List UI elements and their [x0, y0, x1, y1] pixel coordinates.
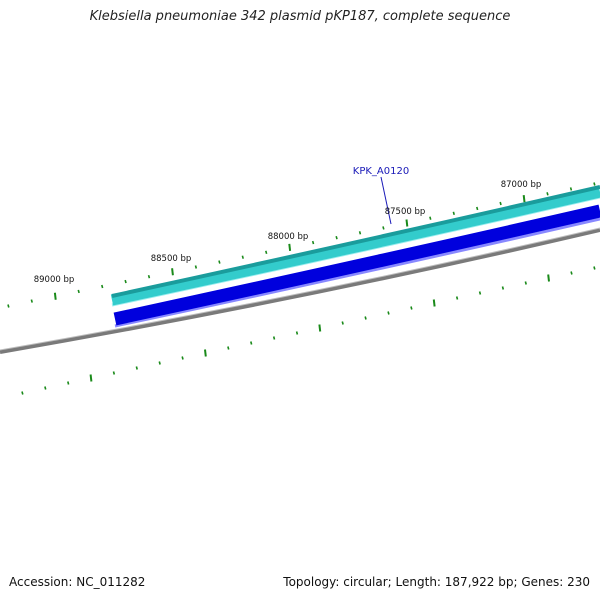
- inner-tick: [89, 374, 93, 382]
- inner-tick: [570, 271, 573, 275]
- accession-text: Accession: NC_011282: [9, 575, 146, 589]
- inner-tick: [547, 274, 550, 282]
- outer-tick: [311, 240, 315, 245]
- inner-tick: [593, 266, 596, 270]
- inner-tick: [410, 306, 413, 310]
- inner-tick: [135, 366, 138, 370]
- inner-tick: [44, 386, 47, 390]
- outer-tick: [101, 284, 104, 289]
- scale-label-88000: 88000 bp: [268, 232, 309, 242]
- scale-label-88500: 88500 bp: [151, 254, 192, 264]
- inner-tick: [478, 291, 482, 295]
- map-title: Klebsiella pneumoniae 342 plasmid pKP187…: [89, 9, 511, 24]
- inner-tick: [204, 349, 207, 357]
- outer-tick: [218, 260, 221, 264]
- summary-text: Topology: circular; Length: 187,922 bp; …: [283, 575, 590, 589]
- inner-tick: [501, 286, 505, 290]
- outer-tick: [171, 268, 174, 276]
- outer-tick: [358, 231, 362, 235]
- inner-tick: [364, 316, 367, 320]
- tick-marks: [7, 182, 596, 395]
- inner-tick: [250, 341, 253, 345]
- gene-label[interactable]: KPK_A0120: [353, 166, 409, 177]
- inner-tick: [432, 299, 436, 307]
- inner-tick: [318, 324, 322, 332]
- outer-tick: [77, 289, 80, 294]
- outer-tick: [147, 274, 151, 279]
- outer-tick: [7, 304, 10, 308]
- inner-tick: [67, 381, 70, 385]
- scale-label-87500: 87500 bp: [385, 207, 426, 217]
- outer-tick: [30, 299, 33, 303]
- backbone-arc-highlight: [0, 227, 600, 351]
- outer-tick: [382, 226, 385, 230]
- reverse-gene[interactable]: [113, 204, 600, 326]
- outer-tick: [288, 243, 292, 252]
- outer-tick: [546, 192, 549, 196]
- outer-tick: [499, 201, 502, 206]
- inner-tick: [158, 361, 161, 365]
- inner-tick: [21, 391, 24, 395]
- backbone-arc: [0, 228, 600, 354]
- inner-tick: [112, 371, 116, 375]
- outer-tick: [124, 279, 127, 284]
- outer-tick: [265, 250, 268, 255]
- outer-tick: [476, 206, 479, 211]
- outer-tick: [452, 211, 455, 216]
- outer-tick: [593, 182, 596, 186]
- outer-tick: [53, 292, 57, 300]
- gene-label-leader: [380, 176, 392, 225]
- outer-tick: [241, 255, 244, 259]
- scale-label-87000: 87000 bp: [501, 180, 542, 190]
- outer-tick: [194, 265, 198, 269]
- forward-gene-edge: [111, 185, 600, 298]
- scale-label-89000: 89000 bp: [34, 275, 75, 285]
- outer-tick: [405, 219, 409, 227]
- outer-tick: [569, 187, 573, 191]
- inner-tick: [227, 346, 230, 350]
- inner-tick: [524, 281, 527, 285]
- inner-tick: [455, 296, 459, 300]
- inner-tick: [387, 311, 390, 315]
- inner-tick: [272, 336, 276, 340]
- forward-gene[interactable]: [110, 186, 600, 306]
- outer-tick: [522, 194, 526, 203]
- outer-tick: [429, 216, 432, 220]
- inner-tick: [295, 331, 299, 335]
- reverse-gene-edge: [114, 217, 600, 328]
- outer-tick: [335, 235, 338, 240]
- inner-tick: [181, 356, 184, 360]
- inner-tick: [341, 321, 344, 325]
